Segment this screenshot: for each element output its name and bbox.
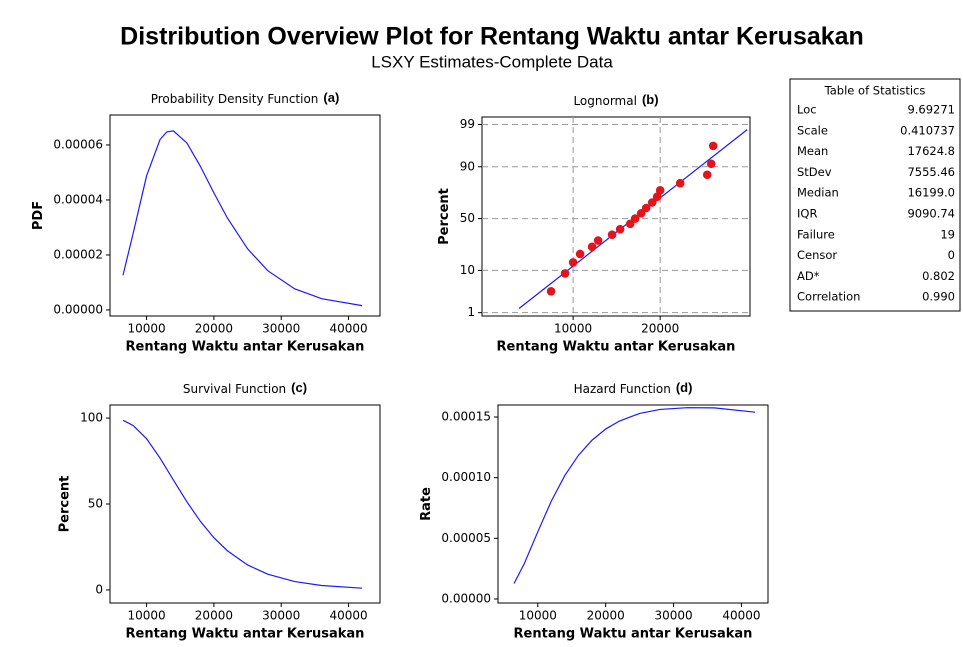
y-tick-label: 0.00005 [441,531,491,545]
y-tick-label: 50 [460,211,475,225]
y-tick-label: 99 [460,117,475,131]
y-tick-label: 0.00010 [441,470,491,484]
x-tick-label: 30000 [654,609,692,623]
x-tick-label: 20000 [195,322,233,336]
x-tick-label: 10000 [127,609,165,623]
stat-value: 17624.8 [907,144,955,158]
stat-name: Correlation [797,290,860,304]
panel-label: (c) [291,380,307,395]
panel-label: (b) [642,92,659,107]
data-point [576,250,585,259]
stat-name: Mean [797,144,828,158]
stat-value: 19 [940,227,955,241]
stat-name: Loc [797,103,817,117]
stat-value: 9090.74 [907,207,955,221]
stat-value: 7555.46 [907,165,955,179]
plot-frame [110,115,380,316]
data-point [656,186,665,195]
stat-value: 16199.0 [907,186,955,200]
x-tick-label: 20000 [641,322,679,336]
y-tick-label: 1 [467,305,475,319]
y-tick-label: 10 [460,263,475,277]
y-tick-label: 0.00015 [441,410,491,424]
data-point [561,269,570,278]
x-tick-label: 20000 [587,609,625,623]
y-tick-label: 0.00000 [53,302,103,316]
data-point [588,243,597,252]
stat-name: Failure [797,227,835,241]
stat-value: 0.410737 [900,123,955,137]
panel-label: (a) [323,90,339,105]
data-point [594,236,603,245]
y-tick-label: 90 [460,159,475,173]
chart-subtitle: LSXY Estimates-Complete Data [371,52,613,71]
data-point [676,179,685,188]
panel-title: Lognormal (b) [573,92,658,107]
y-tick-label: 0.00004 [53,192,103,206]
x-axis-label: Rentang Waktu antar Kerusakan [126,340,365,355]
panel-title-text: Survival Function [183,382,286,396]
data-point [547,287,556,296]
chart-title: Distribution Overview Plot for Rentang W… [120,23,864,51]
x-tick-label: 40000 [329,322,367,336]
stat-name: StDev [797,165,832,179]
x-tick-label: 10000 [519,609,557,623]
x-axis-label: Rentang Waktu antar Kerusakan [497,340,736,355]
x-tick-label: 30000 [262,322,300,336]
y-tick-label: 50 [88,497,103,511]
data-point [709,142,718,151]
chart: Distribution Overview Plot for Rentang W… [0,0,963,647]
stat-name: Censor [797,248,837,262]
data-point [707,159,716,168]
x-axis-label: Rentang Waktu antar Kerusakan [514,627,753,642]
y-tick-label: 0.00000 [441,591,491,605]
y-tick-label: 100 [80,411,103,425]
data-point [569,258,578,267]
plot-frame [110,405,380,603]
stat-value: 0 [948,248,955,262]
stats-title: Table of Statistics [824,84,926,98]
stat-name: Scale [797,123,828,137]
y-tick-label: 0.00002 [53,247,103,261]
stat-name: Median [797,186,839,200]
data-point [608,230,617,239]
stat-name: AD* [797,269,820,283]
panel-label: (d) [676,380,693,395]
y-axis-label: PDF [31,201,46,230]
y-tick-label: 0.00006 [53,137,103,151]
y-axis-label: Rate [419,487,434,521]
y-tick-label: 0 [95,582,103,596]
y-axis-label: Percent [437,188,452,245]
y-axis-label: Percent [58,476,73,533]
panel-title-text: Lognormal [573,94,636,108]
panel-title-text: Probability Density Function [151,92,319,106]
panel-title: Survival Function (c) [183,380,307,395]
x-tick-label: 10000 [554,322,592,336]
x-axis-label: Rentang Waktu antar Kerusakan [126,627,365,642]
x-tick-label: 10000 [127,322,165,336]
data-point [703,170,712,179]
x-tick-label: 40000 [722,609,760,623]
panel-title: Probability Density Function (a) [151,90,340,105]
stat-value: 9.69271 [907,103,955,117]
x-tick-label: 40000 [329,609,367,623]
x-tick-label: 30000 [262,609,300,623]
panel-title-text: Hazard Function [574,382,671,396]
panel-title: Hazard Function (d) [574,380,693,395]
stat-value: 0.990 [922,290,955,304]
data-point [616,225,625,234]
x-tick-label: 20000 [195,609,233,623]
stat-name: IQR [797,207,817,221]
stat-value: 0.802 [922,269,955,283]
plot-frame [498,405,768,603]
